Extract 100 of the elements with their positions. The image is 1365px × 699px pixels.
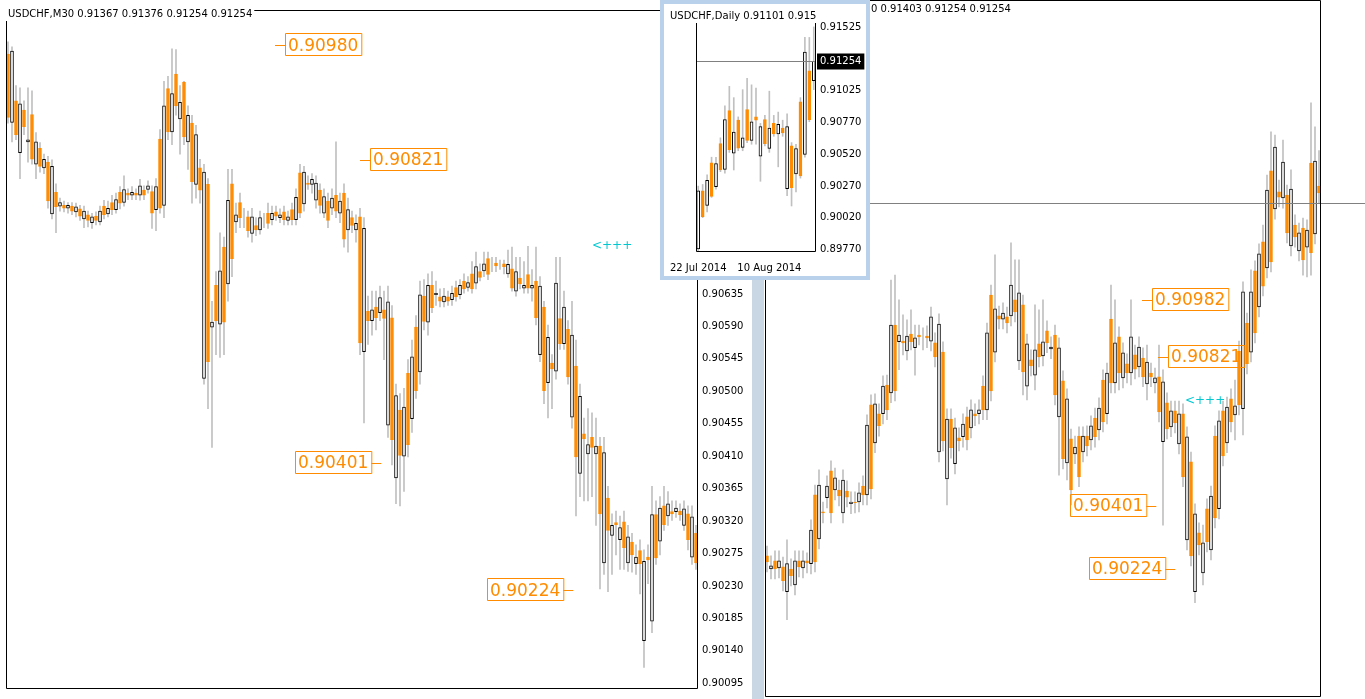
candlestick — [1306, 219, 1308, 278]
candlestick — [243, 207, 245, 229]
chart-title: USDCHF,Daily 0.91101 0.915 — [670, 9, 817, 21]
candlestick — [627, 525, 629, 572]
y-tick-label: 0.90275 — [702, 547, 744, 559]
candlestick — [50, 159, 54, 220]
candlestick — [303, 166, 305, 212]
candlestick — [38, 142, 42, 173]
candlestick — [1002, 302, 1004, 330]
candlestick — [651, 486, 653, 634]
candlestick — [462, 273, 466, 294]
candlestick — [266, 202, 270, 229]
candlestick — [470, 261, 474, 294]
candlestick — [1189, 451, 1193, 567]
ref-line-label: 0.90821 — [373, 149, 444, 170]
y-tick-label: 0.91525 — [820, 20, 862, 32]
candlestick — [763, 115, 767, 147]
candlestick — [387, 285, 389, 438]
candlestick — [318, 183, 322, 214]
y-tick-label: 0.90635 — [702, 287, 744, 299]
candlestick — [366, 295, 370, 345]
candlestick — [813, 484, 817, 573]
candlestick — [99, 205, 101, 226]
candlestick — [667, 491, 669, 526]
candlestick — [182, 81, 186, 146]
candlestick — [210, 300, 214, 448]
candlestick — [350, 210, 354, 234]
y-tick-label: 0.90455 — [702, 417, 744, 429]
candlestick — [78, 205, 82, 221]
candlestick — [1197, 522, 1201, 556]
candlestick — [953, 417, 957, 475]
ref-line-label: 0.90982 — [1155, 289, 1226, 310]
candlestick — [506, 249, 510, 278]
candlestick — [195, 125, 197, 199]
candlestick — [358, 207, 362, 355]
candlestick — [731, 97, 736, 171]
candlestick — [270, 205, 274, 226]
candlestick — [765, 545, 769, 573]
candlestick — [203, 163, 205, 385]
candlestick — [174, 49, 178, 116]
candlestick — [1066, 388, 1068, 481]
candlestick — [446, 290, 450, 306]
candlestick — [785, 539, 789, 621]
candlestick — [1217, 410, 1221, 520]
candlestick — [781, 556, 785, 592]
candlestick — [1277, 179, 1281, 208]
candlestick — [286, 210, 290, 226]
candlestick — [906, 319, 908, 361]
candlestick — [794, 550, 796, 596]
chart-title: 0 0.91403 0.91254 0.91254 — [871, 2, 1011, 14]
candlestick — [395, 383, 397, 505]
y-tick-label: 0.91025 — [820, 84, 862, 96]
candlestick — [1161, 369, 1165, 526]
ref-line-label: 0.90980 — [288, 34, 359, 55]
candlestick — [1149, 362, 1153, 388]
candlestick — [22, 100, 26, 136]
candlestick — [705, 174, 709, 213]
candlestick — [869, 394, 873, 500]
candlestick — [166, 75, 170, 141]
candlestick — [1186, 426, 1188, 551]
candlestick — [294, 188, 298, 226]
candlestick — [1146, 344, 1148, 401]
candlestick — [14, 85, 18, 141]
y-tick-label: 0.90140 — [702, 644, 744, 656]
candlestick — [163, 81, 165, 218]
candlestick — [378, 285, 382, 321]
candlestick — [970, 399, 972, 439]
candlestick — [438, 288, 442, 308]
ref-line-label: 0.91254 — [820, 54, 862, 66]
candlestick — [1122, 342, 1124, 389]
candlestick — [1010, 242, 1012, 327]
candlestick — [526, 246, 530, 294]
candlestick — [1293, 214, 1297, 248]
candlestick — [1082, 426, 1084, 463]
candlestick — [222, 236, 226, 355]
candlestick — [802, 550, 804, 579]
candlestick — [1130, 299, 1132, 386]
candlestick — [1173, 400, 1177, 434]
candlestick — [35, 132, 37, 179]
candlestick — [858, 482, 860, 513]
candlestick — [458, 279, 462, 300]
candlestick — [745, 78, 749, 143]
candlestick — [1258, 243, 1260, 318]
candlestick — [821, 501, 825, 524]
candlestick — [809, 519, 813, 575]
candlestick — [94, 211, 98, 226]
candlestick — [118, 186, 122, 210]
candlestick — [406, 359, 410, 458]
candlestick — [897, 299, 901, 371]
candlestick — [158, 129, 162, 214]
candlestick — [331, 188, 333, 216]
candlestick — [466, 276, 470, 292]
candlestick — [26, 87, 30, 163]
candlestick — [922, 327, 924, 351]
candlestick — [946, 408, 948, 506]
candlestick — [6, 41, 10, 124]
candlestick — [235, 202, 237, 234]
annotation: <+++ — [1185, 393, 1226, 408]
candlestick — [1026, 333, 1028, 401]
y-tick-label: 0.89770 — [820, 243, 862, 255]
